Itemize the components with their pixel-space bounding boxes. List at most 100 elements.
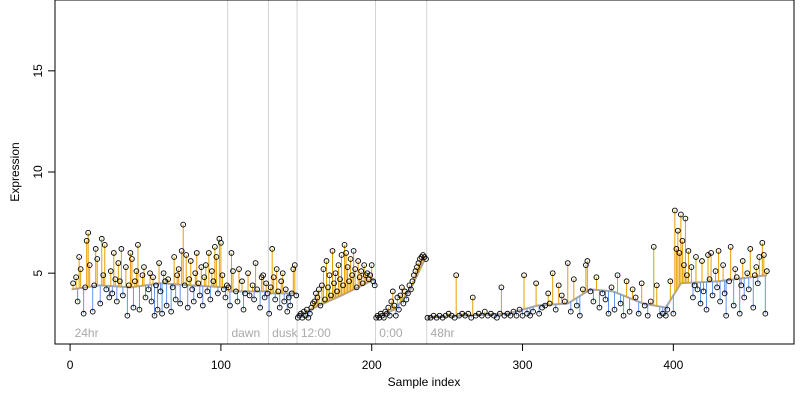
data-point bbox=[193, 250, 200, 256]
data-point bbox=[653, 282, 660, 289]
data-point bbox=[549, 270, 556, 277]
data-point bbox=[745, 286, 752, 293]
data-point bbox=[70, 280, 76, 287]
data-point bbox=[750, 304, 757, 311]
data-point bbox=[561, 298, 568, 305]
data-point bbox=[129, 256, 135, 262]
data-points bbox=[70, 207, 770, 321]
data-point bbox=[542, 302, 549, 309]
data-point bbox=[242, 290, 248, 297]
data-point bbox=[288, 290, 295, 297]
data-point bbox=[83, 237, 90, 244]
data-point bbox=[317, 302, 324, 309]
data-point bbox=[251, 296, 257, 303]
data-point bbox=[334, 288, 340, 295]
data-point bbox=[708, 250, 714, 256]
data-point bbox=[266, 310, 273, 317]
data-point bbox=[546, 300, 553, 307]
data-point bbox=[691, 282, 698, 289]
data-point bbox=[89, 308, 96, 315]
data-point bbox=[720, 262, 726, 268]
data-point bbox=[160, 270, 167, 277]
data-point bbox=[213, 254, 220, 260]
data-point bbox=[340, 282, 346, 289]
data-point bbox=[727, 244, 734, 250]
data-point bbox=[468, 314, 475, 321]
data-point bbox=[608, 284, 615, 291]
data-point bbox=[602, 296, 609, 303]
y-axis: 5 10 15 bbox=[31, 64, 56, 277]
data-point bbox=[228, 250, 235, 256]
data-point bbox=[279, 270, 286, 277]
data-point bbox=[184, 304, 191, 311]
data-point bbox=[545, 290, 552, 297]
data-point bbox=[218, 239, 224, 246]
data-point bbox=[650, 244, 657, 250]
data-point bbox=[536, 310, 542, 317]
data-point bbox=[159, 310, 165, 317]
data-point bbox=[329, 248, 336, 254]
data-point bbox=[94, 256, 101, 262]
data-point bbox=[358, 268, 365, 275]
data-point bbox=[451, 314, 458, 321]
data-point bbox=[101, 241, 108, 248]
data-point bbox=[219, 272, 226, 279]
data-point bbox=[567, 308, 574, 315]
group-label: 48hr bbox=[431, 326, 455, 340]
data-point bbox=[331, 280, 337, 287]
y-tick-label: 5 bbox=[31, 270, 45, 277]
data-point bbox=[573, 302, 580, 309]
data-point bbox=[293, 292, 300, 299]
data-point bbox=[82, 284, 89, 291]
data-point bbox=[174, 272, 181, 279]
data-point bbox=[201, 274, 208, 281]
data-point bbox=[738, 282, 745, 289]
data-point bbox=[667, 278, 674, 285]
data-point bbox=[106, 294, 113, 301]
data-point bbox=[675, 227, 681, 234]
data-point bbox=[732, 266, 739, 272]
data-point bbox=[681, 262, 687, 268]
x-tick-label: 300 bbox=[513, 358, 533, 372]
y-tick-label: 15 bbox=[31, 64, 45, 78]
group-label: dusk bbox=[272, 326, 298, 340]
data-point bbox=[751, 272, 758, 279]
data-point bbox=[145, 286, 152, 293]
data-point bbox=[576, 312, 583, 319]
group-label: 0:00 bbox=[379, 326, 403, 340]
data-point bbox=[664, 306, 671, 313]
data-point bbox=[73, 274, 79, 281]
data-point bbox=[341, 241, 348, 248]
data-point bbox=[530, 308, 536, 315]
data-point bbox=[519, 312, 526, 319]
data-point bbox=[165, 276, 171, 283]
data-point bbox=[736, 310, 743, 317]
data-point bbox=[712, 268, 719, 275]
data-point bbox=[257, 304, 263, 311]
data-point bbox=[587, 288, 594, 295]
data-point bbox=[287, 302, 294, 309]
y-axis-label: Expression bbox=[8, 142, 22, 201]
data-point bbox=[353, 284, 360, 291]
data-point bbox=[204, 288, 211, 295]
data-point bbox=[356, 274, 363, 281]
group-label: dawn bbox=[231, 326, 260, 340]
data-point bbox=[239, 278, 245, 285]
data-point bbox=[632, 294, 639, 301]
data-point bbox=[227, 302, 233, 309]
x-tick-label: 0 bbox=[67, 358, 74, 372]
data-point bbox=[635, 310, 642, 317]
data-point bbox=[516, 306, 523, 313]
data-point bbox=[198, 264, 205, 270]
data-point bbox=[180, 221, 187, 228]
data-point bbox=[264, 290, 271, 297]
data-point bbox=[747, 246, 754, 252]
data-point bbox=[233, 288, 239, 295]
data-point bbox=[142, 294, 149, 301]
data-point bbox=[107, 268, 114, 275]
data-point bbox=[714, 284, 720, 291]
data-point bbox=[685, 248, 692, 254]
data-point bbox=[273, 266, 280, 272]
